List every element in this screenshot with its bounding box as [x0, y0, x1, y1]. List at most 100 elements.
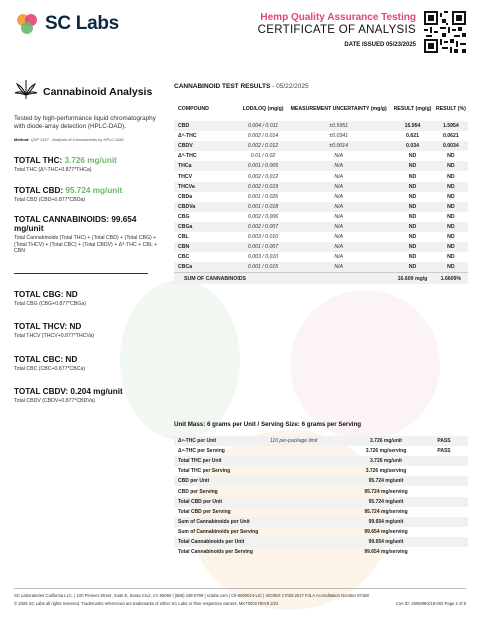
serving-row: Sum of Cannabinoids per Serving 99.654 mg…: [174, 527, 468, 537]
table-cell: ND: [433, 201, 468, 212]
total-cbd-heading: TOTAL CBD: 95.724 mg/unit: [14, 185, 123, 195]
table-cell: CBC: [178, 254, 190, 261]
serving-row: CBD per Serving 95.724 mg/serving: [174, 486, 468, 496]
serving-cell: [266, 496, 352, 507]
serving-cell: [266, 486, 352, 496]
serving-cell: 3.726 mg/serving: [365, 468, 407, 475]
table-cell: 0.003 / 0.010: [247, 234, 279, 241]
table-cell: 0.002 / 0.012: [247, 173, 279, 180]
table-row: Δ⁸-THC 0.01 / 0.02 N/A ND ND: [174, 151, 468, 161]
table-row: CBCa 0.001 / 0.015 N/A ND ND: [174, 262, 468, 273]
serving-cell: [266, 527, 352, 537]
table-cell: ND: [433, 161, 468, 172]
serving-row: Total CBD per Unit 95.724 mg/unit: [174, 496, 468, 507]
total-cbc-value: ND: [65, 354, 78, 364]
total-cbg-formula: Total CBG (CBG+0.877*CBGa): [14, 300, 86, 307]
serving-cell: 110 per-package limit: [266, 436, 352, 447]
serving-table: Δ⁹-THC per Unit 110 per-package limit 3.72…: [174, 436, 468, 557]
table-cell: ND: [408, 193, 417, 200]
footer-copyright: © 2025 SC Labs all rights reserved. Trad…: [14, 601, 279, 606]
sum-label: SUM OF CANNABINOIDS: [174, 272, 392, 285]
table-cell: ND: [391, 201, 434, 212]
table-cell: 0.01 / 0.02: [250, 153, 276, 160]
serving-cell: [266, 466, 352, 476]
serving-row: CBD per Unit 95.724 mg/unit: [174, 476, 468, 487]
table-cell: 0.001 / 0.015: [240, 262, 287, 273]
serving-cell: PASS: [437, 448, 451, 455]
method-description: Tested by high-performance liquid chroma…: [14, 115, 156, 130]
serving-cell: [266, 456, 352, 467]
serving-cell: [420, 456, 468, 467]
serving-cell: [266, 446, 352, 456]
table-cell: ND: [391, 262, 434, 273]
cannabis-leaf-icon: [14, 78, 38, 105]
serving-cell: [266, 507, 352, 517]
table-row: THCVa 0.002 / 0.019 N/A ND ND: [174, 181, 468, 192]
total-thc-formula: Total THC (Δ⁹-THC+0.877*THCa): [14, 167, 92, 173]
table-cell: N/A: [286, 181, 392, 192]
table-cell: CBL: [178, 234, 189, 241]
serving-cell: 99.654 mg/serving: [364, 549, 408, 556]
table-cell: 0.0034: [433, 141, 468, 152]
qr-code-icon[interactable]: [424, 11, 466, 53]
table-row: CBDV 0.002 / 0.012 ±0.0014 0.034 0.0034: [174, 141, 468, 152]
table-cell: ND: [391, 221, 434, 233]
total-thc-value: 3.726 mg/unit: [64, 156, 117, 165]
total-cbd-value: 95.724 mg/unit: [65, 185, 123, 195]
serving-cell: [266, 516, 352, 527]
table-row: CBN 0.001 / 0.007 N/A ND ND: [174, 242, 468, 253]
total-cbc-heading: TOTAL CBC: ND: [14, 354, 78, 364]
serving-row: Total Cannabinoids per Serving 99.654 mg/…: [174, 547, 468, 557]
serving-cell: Δ⁹-THC per Serving: [178, 448, 225, 455]
serving-cell: [420, 466, 468, 476]
table-cell: ND: [447, 193, 455, 200]
table-cell: ND: [447, 254, 455, 261]
table-cell: N/A: [286, 242, 392, 253]
table-cell: ND: [433, 242, 468, 253]
serving-cell: CBD per Serving: [178, 488, 218, 495]
total-cbdv-formula: Total CBDV (CBDV+0.877*CBDVa): [14, 398, 96, 404]
table-cell: 0.002 / 0.019: [240, 181, 287, 192]
table-cell: ±0.5951: [286, 121, 392, 132]
table-cell: 0.001 / 0.018: [240, 201, 287, 212]
table-cell: 0.004 / 0.011: [240, 121, 287, 132]
serving-cell: 99.654 mg/unit: [352, 536, 420, 548]
serving-cell: Sum of Cannabinoids per Unit: [174, 516, 266, 527]
table-cell: 0.002 / 0.012: [240, 141, 287, 152]
table-cell: THCa: [174, 161, 240, 172]
table-cell: CBGa: [174, 221, 240, 233]
table-cell: 0.034: [391, 141, 434, 152]
total-cbc-formula: Total CBC (CBC+0.877*CBCa): [14, 365, 86, 372]
serving-row: Total THC per Unit 3.726 mg/unit: [174, 456, 468, 467]
table-cell: 0.003 / 0.010: [247, 254, 279, 261]
table-cell: ND: [447, 173, 455, 180]
table-cell: ND: [447, 213, 455, 220]
table-cell: ±0.0014: [286, 141, 392, 152]
serving-cell: 95.724 mg/serving: [364, 508, 408, 515]
section-title: Cannabinoid Analysis: [43, 85, 153, 98]
serving-cell: 3.726 mg/serving: [365, 448, 407, 455]
table-cell: THCVa: [174, 181, 240, 192]
method-reference: Method: QSP 1157 - Analysis of Cannabino…: [14, 137, 162, 142]
table-cell: ND: [408, 213, 417, 220]
divider: [14, 272, 148, 274]
table-cell: ND: [408, 234, 417, 241]
table-cell: ±0.0341: [329, 133, 348, 140]
table-row: CBD 0.004 / 0.011 ±0.5951 15.954 1.5954: [174, 121, 468, 132]
table-row: CBG 0.002 / 0.006 N/A ND ND: [174, 212, 468, 222]
table-cell: N/A: [334, 153, 343, 160]
table-row: CBGa 0.002 / 0.007 N/A ND ND: [174, 221, 468, 233]
sum-row: SUM OF CANNABINOIDS 16.609 mg/g 1.6609%: [174, 272, 468, 285]
serving-cell: Total CBD per Unit: [174, 496, 266, 507]
table-cell: N/A: [286, 262, 392, 273]
table-cell: N/A: [334, 173, 343, 180]
serving-cell: [266, 476, 352, 487]
serving-cell: 95.724 mg/serving: [364, 488, 408, 495]
table-cell: N/A: [334, 193, 343, 200]
table-cell: N/A: [334, 213, 343, 220]
total-cannabinoids-formula: Total Cannabinoids (Total THC) + (Total …: [14, 235, 158, 254]
table-cell: Δ⁹-THC: [178, 133, 197, 140]
table-cell: ND: [391, 242, 434, 253]
serving-row: Total THC per Serving 3.726 mg/serving: [174, 466, 468, 476]
column-header: RESULT (mg/g): [393, 106, 432, 112]
